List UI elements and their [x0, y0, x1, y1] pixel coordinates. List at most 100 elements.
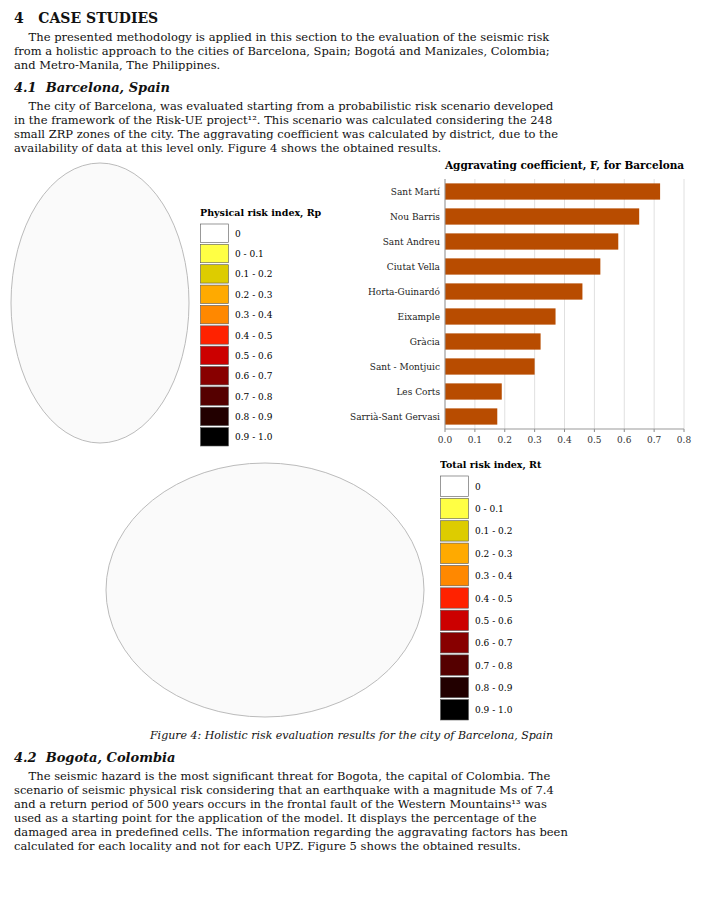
- legend-label: 0.4 - 0.5: [235, 331, 273, 341]
- category-label: Sant Martí: [391, 187, 440, 197]
- legend-label: 0.8 - 0.9: [235, 412, 273, 422]
- map-outline: [106, 463, 424, 717]
- grid-line: [654, 179, 655, 429]
- bar-chart: Aggravating coefficient, F, for Barcelon…: [333, 155, 698, 451]
- legend-swatch: [441, 498, 469, 518]
- paragraph: The city of Barcelona, was evaluated sta…: [14, 99, 689, 155]
- legend-label: 0.7 - 0.8: [235, 392, 273, 402]
- legend-label: 0.5 - 0.6: [235, 351, 273, 361]
- legend-swatch: [441, 700, 469, 720]
- paragraph-line: scenario of seismic physical risk consid…: [14, 783, 689, 797]
- tick-label: 0.4: [557, 435, 572, 445]
- tick-label: 0.5: [587, 435, 602, 445]
- category-label: Les Corts: [396, 387, 440, 397]
- legend-title: Total risk index, Rt: [440, 459, 542, 471]
- legend-label: 0.7 - 0.8: [475, 661, 513, 671]
- tick-label: 0.8: [677, 435, 692, 445]
- bar: [445, 208, 639, 224]
- paragraph-line: The seismic hazard is the most significa…: [14, 769, 689, 783]
- map-area: [100, 455, 430, 725]
- axis-line: [445, 179, 446, 429]
- category-label: Nou Barris: [390, 212, 440, 222]
- category-label: Sant Andreu: [383, 237, 440, 247]
- legend-swatch: [201, 265, 229, 283]
- legend-label: 0.6 - 0.7: [235, 371, 273, 381]
- axis-line: [445, 429, 684, 430]
- tick-label: 0.1: [468, 435, 482, 445]
- paragraph-line: and a return period of 500 years occurs …: [14, 797, 689, 811]
- category-label: Sant - Montjuic: [370, 362, 440, 372]
- text-flow: 4 CASE STUDIES The presented methodology…: [0, 10, 703, 155]
- legend-label: 0.9 - 1.0: [235, 432, 273, 442]
- legend-swatch: [441, 655, 469, 675]
- legend-label: 0.9 - 1.0: [475, 705, 513, 715]
- legend-swatch: [441, 565, 469, 585]
- figure: Aggravating coefficient, F, for Barcelon…: [0, 155, 703, 727]
- bar: [445, 333, 541, 349]
- paragraph-line: and Metro-Manila, The Philippines.: [14, 58, 689, 72]
- paragraph-line: small ZRP zones of the city. The aggrava…: [14, 127, 689, 141]
- legend-swatch: [201, 326, 229, 344]
- legend-label: 0.6 - 0.7: [475, 638, 513, 648]
- tick-label: 0.6: [617, 435, 632, 445]
- chart-title: Aggravating coefficient, F, for Barcelon…: [444, 159, 684, 171]
- bar: [445, 283, 582, 299]
- paragraph-line: in the framework of the Risk-UE project¹…: [14, 113, 689, 127]
- paragraph-line: calculated for each locality and not for…: [14, 839, 689, 853]
- tick-label: 0.7: [647, 435, 662, 445]
- subheading: 4.1 Barcelona, Spain: [14, 80, 689, 95]
- color-legend: Total risk index, Rt 0 0 - 0.1 0.1 - 0.2 0.2…: [440, 457, 580, 723]
- paragraph-line: The city of Barcelona, was evaluated sta…: [14, 99, 689, 113]
- tick-label: 0.0: [438, 435, 453, 445]
- legend-swatch: [441, 476, 469, 496]
- legend-label: 0 - 0.1: [235, 249, 264, 259]
- category-label: Eixample: [398, 312, 440, 322]
- bar: [445, 258, 600, 274]
- legend-swatch: [441, 588, 469, 608]
- legend-swatch: [201, 367, 229, 385]
- bar: [445, 308, 556, 324]
- legend-swatch: [201, 346, 229, 364]
- legend-swatch: [201, 387, 229, 405]
- legend-swatch: [201, 407, 229, 425]
- category-label: Gràcia: [410, 337, 441, 347]
- bar: [445, 358, 535, 374]
- paragraph-line: The presented methodology is applied in …: [14, 30, 689, 44]
- legend-label: 0.4 - 0.5: [475, 594, 513, 604]
- category-label: Horta-Guinardó: [368, 287, 440, 297]
- legend-label: 0.1 - 0.2: [235, 269, 272, 279]
- legend-label: 0.8 - 0.9: [475, 683, 513, 693]
- legend-swatch: [201, 224, 229, 242]
- legend-label: 0: [475, 482, 481, 492]
- legend-label: 0.2 - 0.3: [475, 549, 513, 559]
- map-area: [5, 155, 195, 451]
- bars: [445, 183, 660, 424]
- legend-label: 0 - 0.1: [475, 504, 504, 514]
- paragraph-line: damaged area in predefined cells. The in…: [14, 825, 689, 839]
- bar: [445, 408, 497, 424]
- legend-swatch: [441, 610, 469, 630]
- category-label: Ciutat Vella: [387, 262, 441, 272]
- legend-title: Physical risk index, Rp: [200, 207, 322, 219]
- grid-line: [445, 179, 446, 429]
- subheading: 4.2 Bogota, Colombia: [14, 750, 689, 765]
- tick-label: 0.3: [527, 435, 542, 445]
- legend-swatch: [441, 521, 469, 541]
- legend-swatch: [201, 285, 229, 303]
- legend-swatch: [201, 305, 229, 323]
- legend-label: 0.3 - 0.4: [235, 310, 273, 320]
- paragraph: The presented methodology is applied in …: [14, 30, 689, 72]
- heading: 4 CASE STUDIES: [14, 10, 689, 26]
- grid-line: [684, 179, 685, 429]
- bar: [445, 183, 660, 199]
- legend-swatch: [201, 244, 229, 262]
- legend-label: 0: [235, 229, 241, 239]
- legend-label: 0.1 - 0.2: [475, 526, 512, 536]
- paragraph-line: used as a starting point for the applica…: [14, 811, 689, 825]
- legend-label: 0.5 - 0.6: [475, 616, 513, 626]
- paragraph-line: from a holistic approach to the cities o…: [14, 44, 689, 58]
- legend-swatch: [441, 633, 469, 653]
- text-flow: Figure 4: Holistic risk evaluation resul…: [0, 729, 703, 853]
- map-outline: [11, 163, 189, 443]
- legend-swatch: [201, 428, 229, 446]
